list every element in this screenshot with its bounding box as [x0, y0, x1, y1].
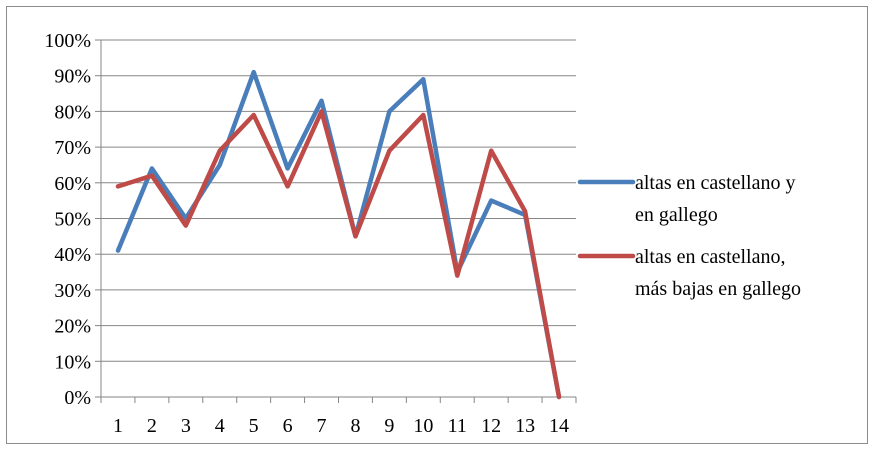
legend-label-2: altas en castellano, más bajas en gallego — [635, 246, 801, 300]
x-tick-label: 9 — [384, 415, 394, 437]
y-tick-label: 40% — [54, 244, 91, 266]
y-tick-label: 20% — [54, 316, 91, 338]
x-tick-label: 8 — [350, 415, 360, 437]
x-tick-label: 10 — [413, 415, 433, 437]
legend: altas en castellano y en gallego altas en … — [577, 172, 801, 300]
y-tick-label: 10% — [54, 351, 91, 373]
x-tick-label: 14 — [549, 415, 569, 437]
x-tick-label: 4 — [215, 415, 225, 437]
x-tick-label: 11 — [448, 415, 467, 437]
y-tick-label: 90% — [54, 66, 91, 88]
y-tick-label: 80% — [54, 101, 91, 123]
x-tick-label: 12 — [481, 415, 501, 437]
x-tick-label: 3 — [181, 415, 191, 437]
y-tick-label: 100% — [44, 30, 91, 52]
series-line-1 — [115, 69, 562, 400]
y-tick-label: 60% — [54, 173, 91, 195]
series-line-2 — [115, 109, 562, 400]
x-tick-label: 2 — [147, 415, 157, 437]
chart-frame — [6, 6, 868, 444]
y-tick-label: 70% — [54, 137, 91, 159]
x-tick-label: 5 — [249, 415, 259, 437]
y-tick-label: 0% — [64, 387, 91, 409]
x-tick-label: 7 — [317, 415, 327, 437]
x-tick-label: 1 — [113, 415, 123, 437]
y-tick-label: 50% — [54, 209, 91, 231]
legend-label-1: altas en castellano y en gallego — [635, 172, 796, 226]
x-tick-label: 6 — [283, 415, 293, 437]
series-lines — [115, 69, 562, 400]
y-tick-label: 30% — [54, 280, 91, 302]
x-tick-label: 13 — [515, 415, 535, 437]
axes: 0%10%20%30%40%50%60%70%80%90%100%1 2 3 4 5 6 7… — [44, 30, 577, 437]
